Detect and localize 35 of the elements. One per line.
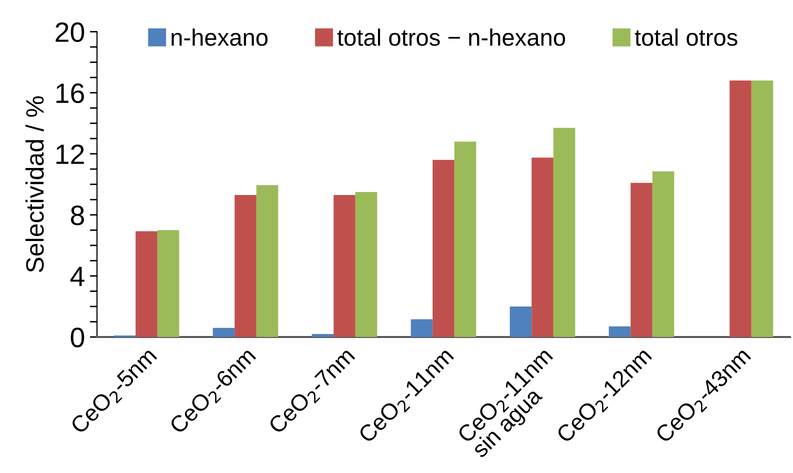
bar xyxy=(410,319,433,337)
bar xyxy=(751,80,774,337)
legend-label: total otros − n-hexano xyxy=(337,28,566,46)
x-tick-label: CeO$_{2}$-7nm xyxy=(268,346,358,437)
y-tick-label: 16 xyxy=(56,83,84,104)
x-tick-label: CeO$_{2}$-43nm xyxy=(654,346,754,446)
bar xyxy=(157,230,180,337)
legend-label: total otros xyxy=(634,28,738,46)
bar xyxy=(652,171,674,337)
bar xyxy=(256,185,278,337)
bar xyxy=(334,195,356,337)
x-tick-label: CeO$_{2}$-5nm xyxy=(70,346,160,437)
y-tick-label: 20 xyxy=(56,22,84,42)
bar xyxy=(212,328,235,337)
legend-label: n-hexano xyxy=(172,28,268,46)
bar xyxy=(234,195,256,337)
bar xyxy=(553,128,576,337)
y-tick-label: 4 xyxy=(70,266,84,286)
bar xyxy=(730,80,752,337)
bar xyxy=(454,142,476,337)
y-tick-label: 12 xyxy=(56,144,84,164)
x-tick-label: CeO$_{2}$-12nm xyxy=(556,346,655,446)
y-tick-label: 8 xyxy=(70,206,84,226)
bar xyxy=(355,192,378,337)
bar xyxy=(432,160,454,337)
bar xyxy=(136,231,158,337)
y-tick-label: 0 xyxy=(70,328,84,348)
y-axis-title: Selectividad / % xyxy=(25,96,44,272)
bar xyxy=(608,326,631,337)
x-tick-label: CeO$_{2}$-11nm xyxy=(358,346,457,446)
bar xyxy=(532,158,554,337)
bar xyxy=(630,182,652,337)
bar xyxy=(312,334,334,337)
x-tick-label: CeO$_{2}$-6nm xyxy=(168,346,259,437)
bar xyxy=(510,306,532,337)
